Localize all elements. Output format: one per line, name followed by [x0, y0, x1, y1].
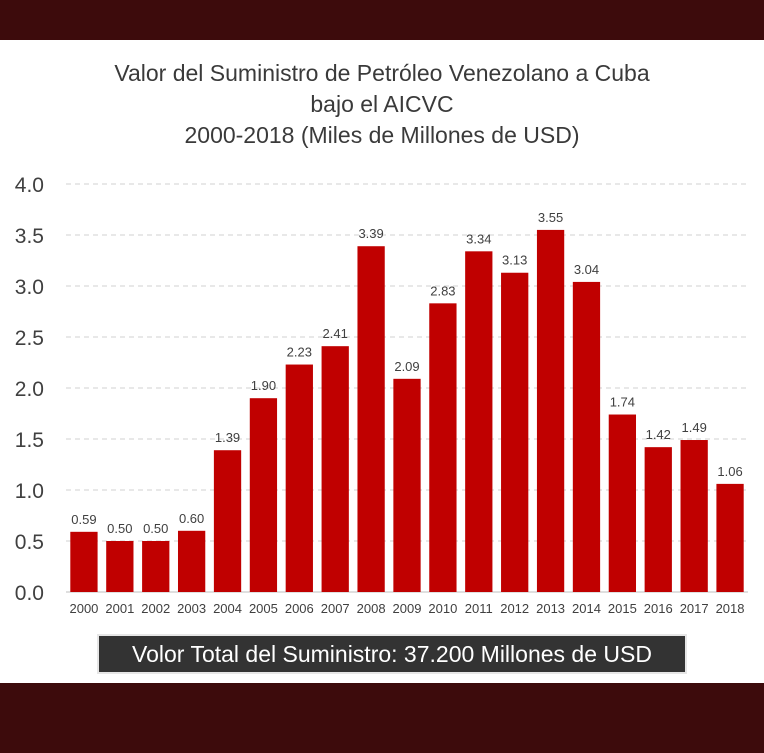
data-label: 1.06 [717, 464, 742, 479]
x-tick-label: 2000 [69, 601, 98, 616]
bar-2002 [142, 541, 170, 592]
bar-2001 [106, 541, 134, 592]
bar-2000 [70, 531, 98, 592]
data-label: 3.55 [538, 210, 563, 225]
x-tick-label: 2009 [393, 601, 422, 616]
data-label: 1.39 [215, 430, 240, 445]
x-tick-label: 2006 [285, 601, 314, 616]
x-tick-label: 2002 [141, 601, 170, 616]
y-tick-label: 4.0 [15, 174, 44, 197]
total-supply-box: Volor Total del Suministro: 37.200 Millo… [97, 634, 687, 674]
x-tick-label: 2008 [357, 601, 386, 616]
x-tick-label: 2016 [644, 601, 673, 616]
top-band [0, 0, 764, 40]
bar-2009 [393, 378, 421, 592]
data-label: 3.04 [574, 262, 599, 277]
y-tick-label: 2.5 [15, 327, 44, 350]
x-tick-label: 2001 [105, 601, 134, 616]
chart-title-line-3: 2000-2018 (Miles de Millones de USD) [184, 122, 580, 148]
bar-2003 [177, 530, 206, 592]
data-label: 3.13 [502, 253, 527, 268]
bar-2012 [501, 272, 529, 592]
y-tick-label: 1.5 [15, 429, 44, 452]
bar-2013 [536, 229, 565, 592]
data-label: 1.42 [646, 427, 671, 442]
data-label: 3.34 [466, 231, 491, 246]
data-label: 2.83 [430, 283, 455, 298]
x-tick-label: 2012 [500, 601, 529, 616]
bottom-band [0, 683, 764, 753]
bar-2018 [716, 483, 744, 592]
chart-title-line-1: Valor del Suministro de Petróleo Venezol… [114, 60, 650, 86]
y-tick-label: 1.0 [15, 480, 44, 503]
bar-2007 [321, 346, 349, 592]
data-label: 2.41 [323, 326, 348, 341]
bar-2015 [608, 414, 637, 592]
y-tick-label: 2.0 [15, 378, 44, 401]
bar-2004 [213, 450, 242, 592]
bar-2010 [429, 303, 457, 592]
x-tick-label: 2011 [465, 601, 493, 616]
bar-2014 [572, 281, 601, 592]
chart-title-line-2: bajo el AICVC [310, 91, 454, 117]
y-tick-label: 3.0 [15, 276, 44, 299]
x-tick-label: 2017 [680, 601, 709, 616]
data-label: 0.60 [179, 511, 204, 526]
y-tick-label: 3.5 [15, 225, 44, 248]
data-label: 0.50 [143, 521, 168, 536]
x-tick-label: 2003 [177, 601, 206, 616]
data-label: 0.50 [107, 521, 132, 536]
bar-2011 [465, 251, 493, 592]
y-tick-label: 0.5 [15, 531, 44, 554]
x-tick-label: 2014 [572, 601, 601, 616]
data-label: 1.49 [682, 420, 707, 435]
y-tick-label: 0.0 [15, 582, 44, 605]
data-label: 2.09 [394, 359, 419, 374]
data-label: 2.23 [287, 345, 312, 360]
x-tick-label: 2010 [428, 601, 457, 616]
x-tick-label: 2007 [321, 601, 350, 616]
bar-2005 [249, 398, 278, 592]
x-tick-label: 2013 [536, 601, 565, 616]
x-tick-label: 2015 [608, 601, 637, 616]
bar-2017 [680, 440, 708, 592]
data-label: 1.74 [610, 395, 635, 410]
bar-2006 [285, 364, 313, 592]
data-label: 3.39 [358, 226, 383, 241]
bar-2016 [644, 447, 672, 592]
x-tick-label: 2018 [716, 601, 745, 616]
bar-chart: 0.0 0.5 1.0 1.5 2.0 2.5 3.0 3.5 4.0 0.59 2000 0.50 2… [15, 174, 748, 616]
data-label: 0.59 [71, 512, 96, 527]
chart-title: Valor del Suministro de Petróleo Venezol… [0, 58, 764, 151]
x-tick-label: 2004 [213, 601, 242, 616]
bar-2008 [357, 246, 385, 592]
x-tick-label: 2005 [249, 601, 278, 616]
data-label: 1.90 [251, 378, 276, 393]
